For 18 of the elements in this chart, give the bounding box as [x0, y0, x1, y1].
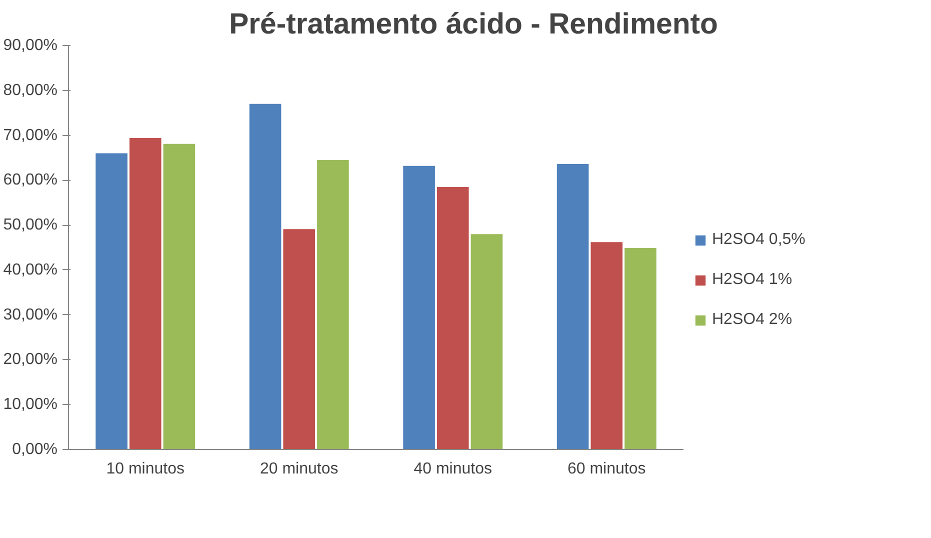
- x-tick-label: 10 minutos: [106, 460, 185, 478]
- y-tick-label: 50,00%: [3, 216, 58, 234]
- legend-label: H2SO4 1%: [712, 271, 792, 289]
- y-tick-label: 20,00%: [3, 351, 58, 368]
- y-tick-label: 70,00%: [3, 126, 58, 144]
- x-tick-label: 40 minutos: [414, 460, 492, 478]
- y-tick-label: 60,00%: [3, 172, 58, 189]
- y-tick-label: 90,00%: [3, 37, 58, 54]
- y-tick-label: 40,00%: [3, 261, 58, 278]
- chart-title: Pré-tratamento ácido - Rendimento: [229, 8, 718, 40]
- x-tick-label: 20 minutos: [260, 460, 338, 478]
- y-tick-label: 30,00%: [3, 306, 58, 324]
- legend-label: H2SO4 2%: [712, 311, 792, 329]
- x-tick-label: 60 minutos: [567, 460, 646, 478]
- y-tick-label: 80,00%: [3, 82, 58, 99]
- y-tick-label: 0,00%: [12, 441, 58, 458]
- y-tick-label: 10,00%: [3, 396, 58, 414]
- legend-label: H2SO4 0,5%: [712, 231, 806, 249]
